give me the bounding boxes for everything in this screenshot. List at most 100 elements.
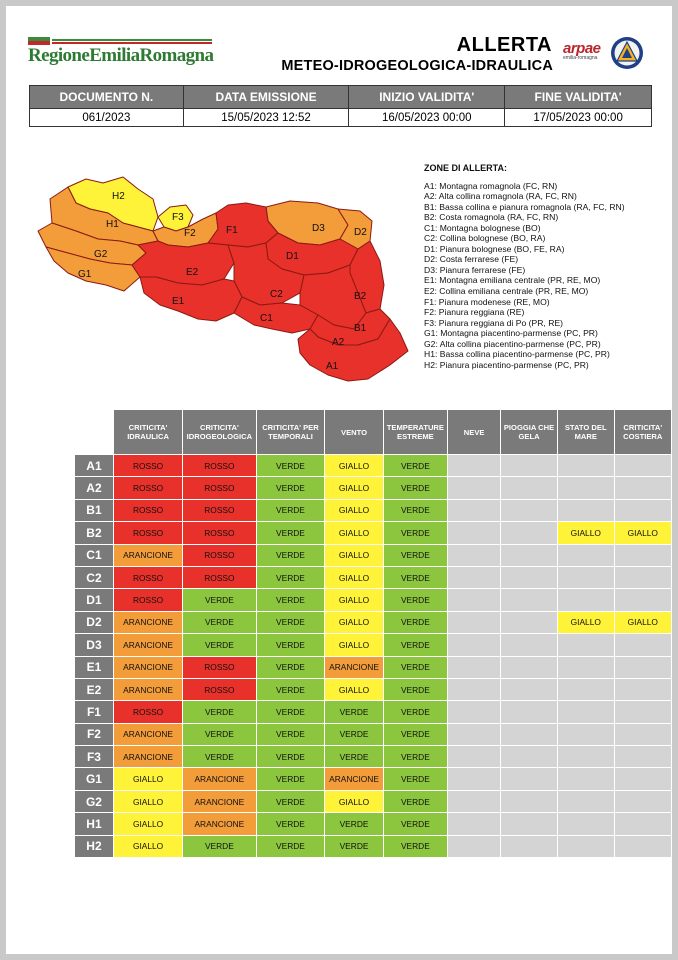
- doc-header-number: DOCUMENTO N.: [29, 85, 184, 109]
- column-header: TEMPERATURE ESTREME: [382, 409, 449, 455]
- table-row: H2 GIALLO VERDE VERDE VERDE VERDE: [74, 834, 673, 859]
- zone-legend-item: D1: Pianura bolognese (BO, FE, RA): [424, 243, 565, 254]
- alert-level-cell: [613, 767, 673, 791]
- alert-level-cell: ROSSO: [112, 588, 184, 612]
- zone-legend-item: B2: Costa romagnola (RA, FC, RN): [424, 212, 559, 223]
- alert-level-cell: [500, 722, 558, 747]
- table-row: C2 ROSSO ROSSO VERDE GIALLO VERDE: [74, 565, 673, 590]
- alert-level-cell: [556, 745, 615, 769]
- zones-list: A1: Montagna romagnola (FC, RN) A2: Alta …: [424, 181, 664, 371]
- document-info-value-row: 061/2023 15/05/2023 12:52 16/05/2023 00:…: [29, 108, 652, 127]
- alert-level-cell: [500, 655, 558, 679]
- zone-legend-item: F2: Pianura reggiana (RE): [424, 307, 525, 318]
- alert-level-cell: VERDE: [324, 700, 384, 724]
- alert-level-cell: VERDE: [382, 633, 449, 657]
- alert-level-cell: ARANCIONE: [324, 655, 384, 679]
- alert-level-cell: GIALLO: [324, 498, 384, 523]
- alert-level-cell: GIALLO: [112, 812, 184, 836]
- alert-level-cell: [613, 812, 673, 836]
- alert-level-cell: [613, 498, 673, 523]
- table-row: D2 ARANCIONE VERDE VERDE GIALLO VERDE GIALLO GI…: [74, 610, 673, 635]
- alert-level-cell: GIALLO: [613, 521, 673, 545]
- alert-level-cell: [613, 789, 673, 814]
- alert-level-cell: [500, 588, 558, 612]
- arpae-logo-sub: emilia-romagna: [563, 55, 598, 61]
- alert-level-cell: [500, 633, 558, 657]
- alert-level-cell: [613, 745, 673, 769]
- row-zone-label: G1: [74, 767, 114, 791]
- row-zone-label: H1: [74, 812, 114, 836]
- zone-legend-item: H1: Bassa collina piacentino-parmense (P…: [424, 349, 610, 360]
- alert-level-cell: ROSSO: [112, 521, 184, 545]
- logo-bar-green: [52, 39, 212, 41]
- column-header: NEVE: [447, 409, 502, 455]
- zone-legend-item: E2: Collina emiliana centrale (PR, RE, M…: [424, 286, 589, 297]
- table-row: D3 ARANCIONE VERDE VERDE GIALLO VERDE: [74, 633, 673, 657]
- alert-table-corner: [74, 409, 114, 455]
- alert-level-cell: [447, 677, 502, 702]
- alert-level-cell: [447, 655, 502, 679]
- alert-level-cell: [447, 812, 502, 836]
- page-subtitle: METEO-IDROGEOLOGICA-IDRAULICA: [281, 58, 553, 74]
- document-info-header-row: DOCUMENTO N. DATA EMISSIONE INIZIO VALID…: [29, 85, 652, 109]
- alert-level-cell: GIALLO: [324, 453, 384, 478]
- regione-emilia-romagna-logo: RegioneEmiliaRomagna: [28, 37, 214, 67]
- row-zone-label: E1: [74, 655, 114, 679]
- table-row: E2 ARANCIONE ROSSO VERDE GIALLO VERDE: [74, 677, 673, 702]
- row-zone-label: C1: [74, 543, 114, 567]
- row-zone-label: D2: [74, 610, 114, 635]
- alert-level-cell: ARANCIONE: [182, 789, 257, 814]
- row-zone-label: G2: [74, 789, 114, 814]
- row-zone-label: B1: [74, 498, 114, 523]
- alert-level-cell: VERDE: [382, 677, 449, 702]
- map-label-g2: G2: [94, 249, 108, 260]
- logo-text: RegioneEmiliaRomagna: [28, 45, 214, 66]
- alert-level-cell: [447, 834, 502, 859]
- map-label-e2: E2: [186, 267, 199, 278]
- alert-level-cell: [447, 745, 502, 769]
- table-row: F1 ROSSO VERDE VERDE VERDE VERDE: [74, 700, 673, 724]
- alert-level-cell: VERDE: [382, 834, 449, 859]
- alert-level-cell: GIALLO: [324, 789, 384, 814]
- alert-level-cell: VERDE: [255, 498, 326, 523]
- doc-header-valid-to: FINE VALIDITA': [504, 85, 652, 109]
- alert-level-cell: [556, 476, 615, 500]
- alert-level-cell: GIALLO: [556, 610, 615, 635]
- alert-level-cell: ARANCIONE: [182, 767, 257, 791]
- alert-level-cell: [556, 812, 615, 836]
- alert-level-cell: ROSSO: [182, 565, 257, 590]
- alert-level-cell: VERDE: [255, 543, 326, 567]
- map-label-h2: H2: [112, 191, 125, 202]
- alert-level-cell: [500, 565, 558, 590]
- alert-level-cell: ROSSO: [112, 476, 184, 500]
- alert-level-cell: GIALLO: [324, 588, 384, 612]
- alert-level-cell: VERDE: [382, 610, 449, 635]
- logo-bar-red: [52, 42, 212, 44]
- alert-level-cell: GIALLO: [112, 834, 184, 859]
- alert-level-cell: VERDE: [182, 633, 257, 657]
- alert-level-cell: [556, 543, 615, 567]
- zone-legend-item: F1: Pianura modenese (RE, MO): [424, 296, 550, 307]
- table-row: H1 GIALLO ARANCIONE VERDE VERDE VERDE: [74, 812, 673, 836]
- column-header: CRITICITA' PER TEMPORALI: [255, 409, 326, 455]
- alert-level-cell: ROSSO: [112, 700, 184, 724]
- doc-number-value: 061/2023: [29, 108, 184, 127]
- alert-level-cell: VERDE: [255, 745, 326, 769]
- alert-level-cell: ARANCIONE: [112, 633, 184, 657]
- alert-level-cell: ARANCIONE: [324, 767, 384, 791]
- alert-level-cell: [500, 834, 558, 859]
- alert-level-cell: VERDE: [255, 722, 326, 747]
- alert-level-cell: VERDE: [382, 789, 449, 814]
- alert-level-cell: VERDE: [382, 565, 449, 590]
- alert-level-cell: VERDE: [255, 677, 326, 702]
- alert-level-cell: [556, 677, 615, 702]
- table-row: A1 ROSSO ROSSO VERDE GIALLO VERDE: [74, 453, 673, 478]
- alert-level-cell: ARANCIONE: [112, 655, 184, 679]
- alert-level-cell: [556, 655, 615, 679]
- alert-level-cell: ARANCIONE: [112, 722, 184, 747]
- alert-level-cell: [447, 476, 502, 500]
- row-zone-label: D3: [74, 633, 114, 657]
- row-zone-label: F1: [74, 700, 114, 724]
- column-header: VENTO: [324, 409, 384, 455]
- alert-level-cell: VERDE: [382, 655, 449, 679]
